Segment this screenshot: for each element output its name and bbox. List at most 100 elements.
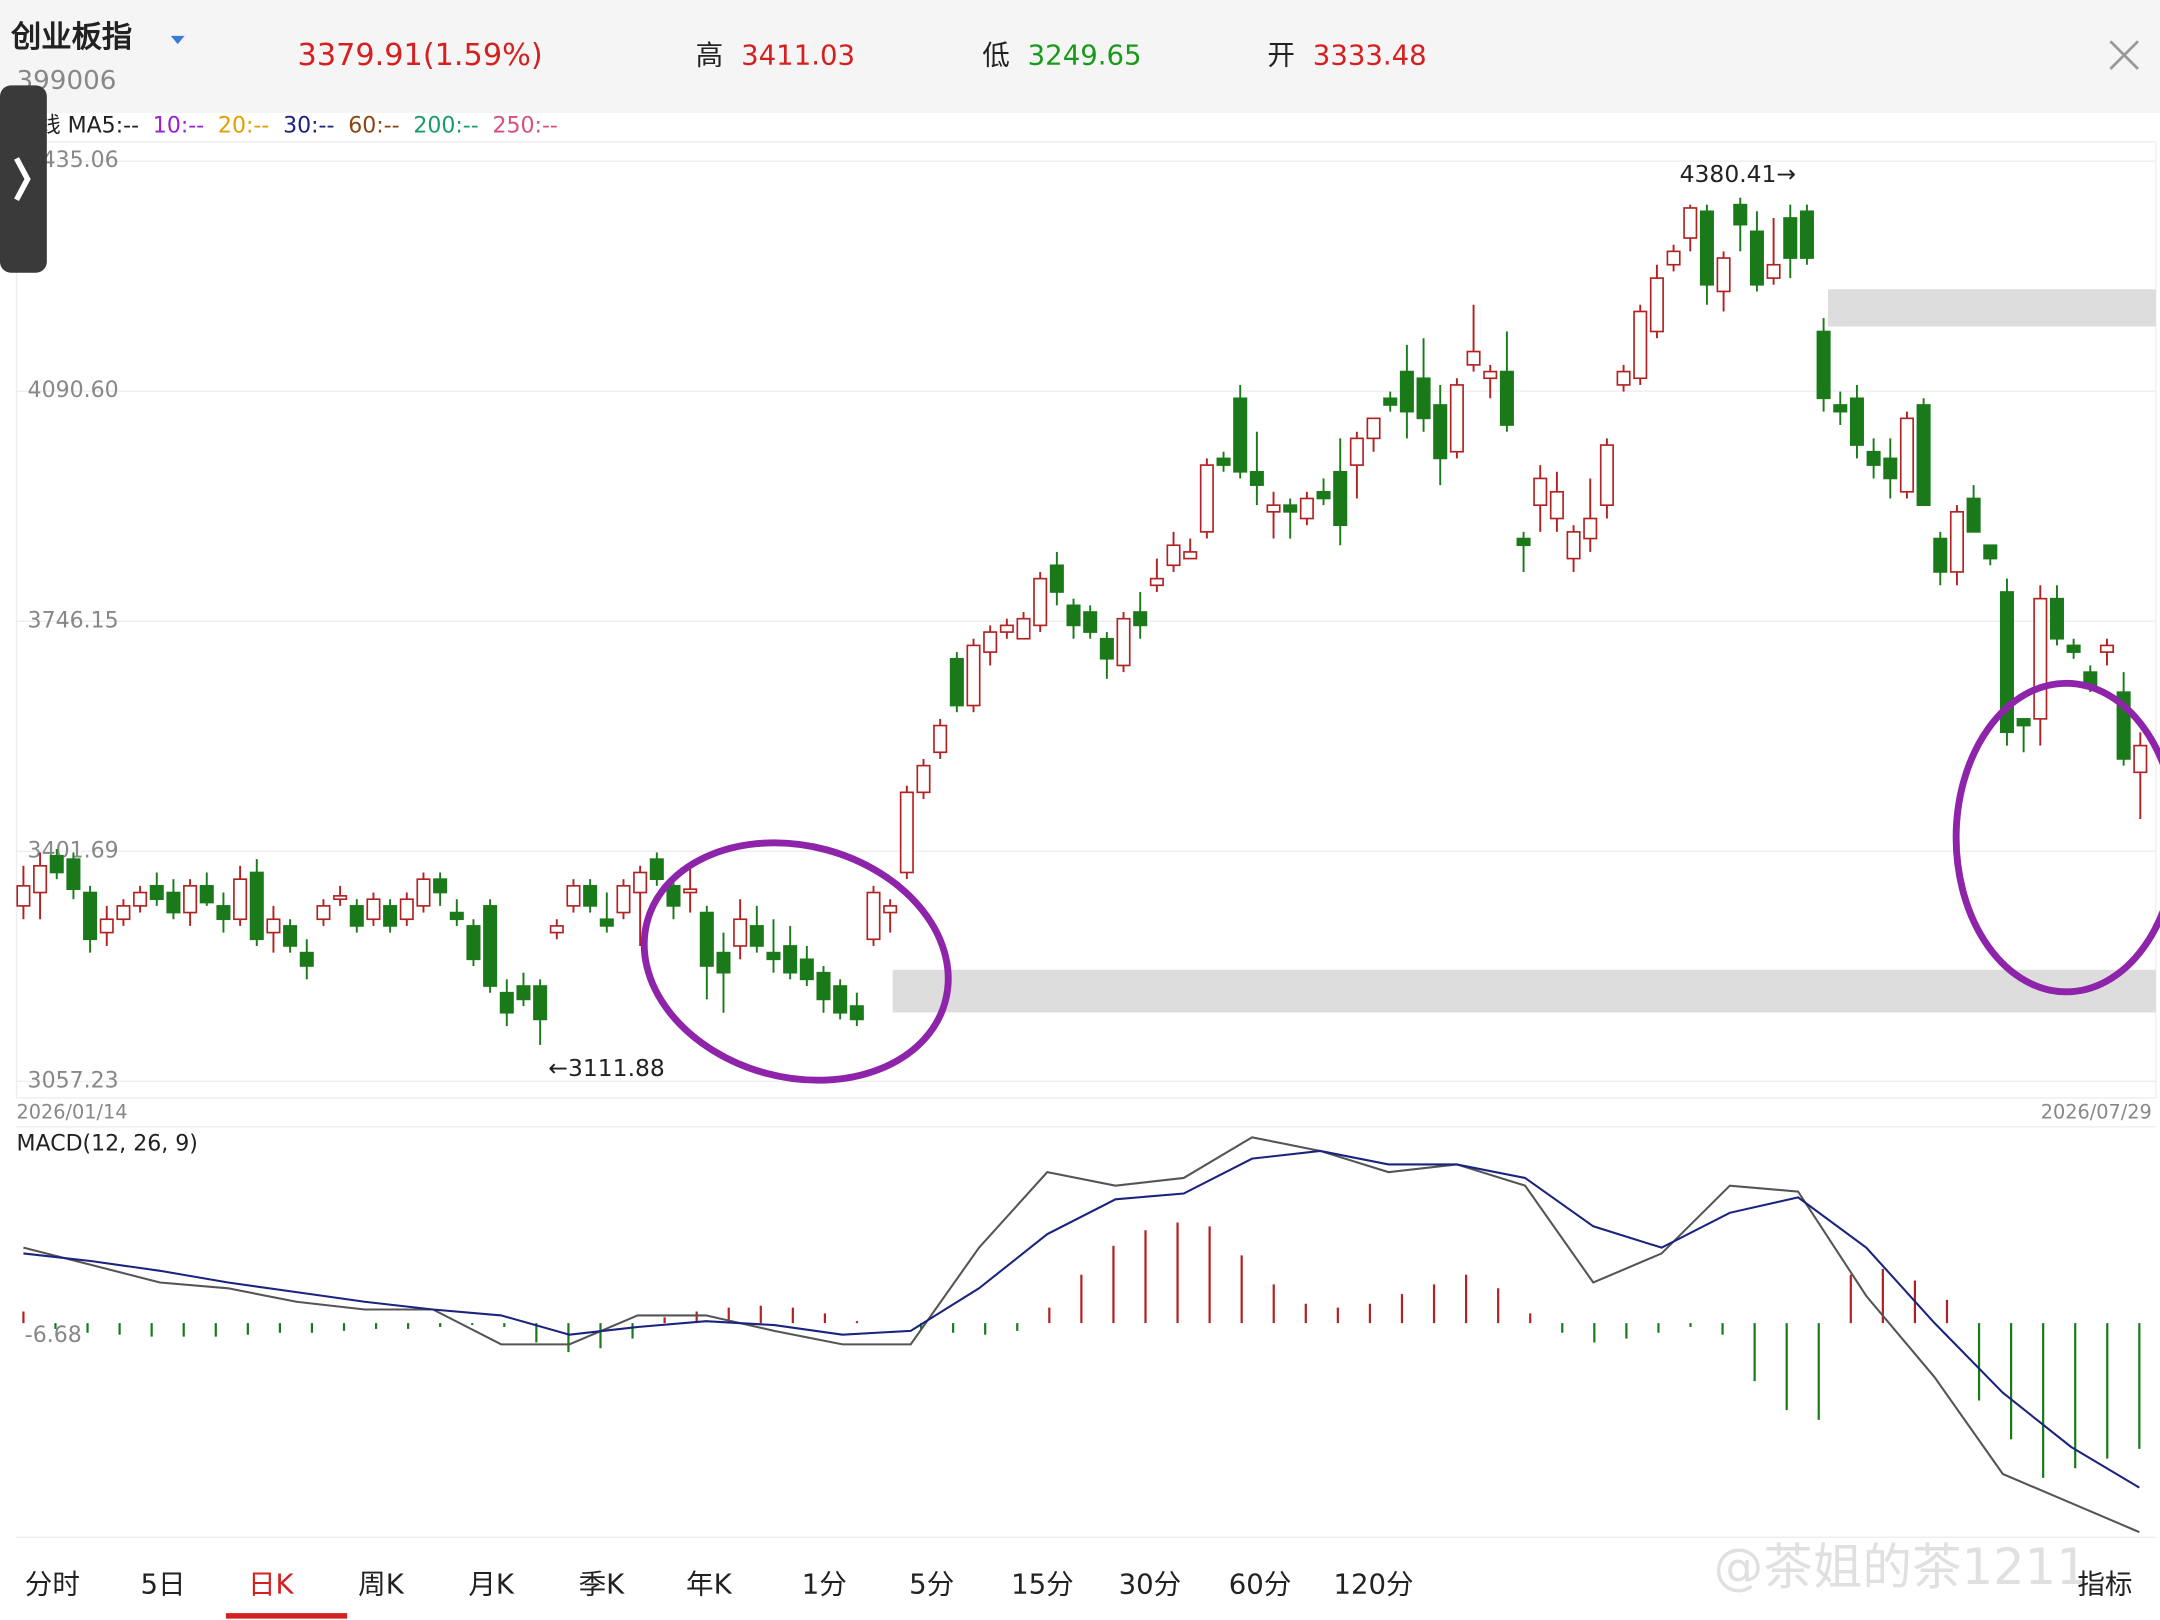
candle-body (1449, 384, 1464, 453)
candle-body (1716, 257, 1731, 293)
candle-body (1966, 497, 1981, 533)
candle-body (499, 991, 514, 1014)
candle-body (1933, 537, 1948, 573)
candle-body (483, 905, 498, 987)
candle-body (999, 624, 1014, 633)
candle-body (1566, 531, 1581, 560)
y-tick-label: -6.68 (25, 1323, 82, 1348)
candle-body (933, 724, 948, 754)
candle-body (1316, 490, 1331, 500)
tab[interactable]: 分时 (25, 1569, 80, 1601)
candle-body (1549, 490, 1564, 520)
candle-body (949, 657, 964, 707)
candle-body (166, 891, 181, 914)
macd-line (23, 1136, 2140, 1534)
side-toggle[interactable] (0, 85, 47, 273)
candles (16, 197, 2148, 1045)
candle-body (1333, 470, 1348, 527)
open: 3333.48 (1313, 39, 1427, 71)
candle-body (1016, 617, 1031, 640)
tab[interactable]: 120分 (1333, 1569, 1413, 1601)
candle-body (1266, 504, 1281, 513)
candle-body (2049, 597, 2064, 640)
price: 3379.91(1.59%) (298, 38, 543, 73)
candle-body (1149, 577, 1164, 587)
tab[interactable]: 5分 (909, 1569, 954, 1601)
candle-body (1799, 210, 1814, 259)
candle-body (533, 985, 548, 1021)
candle-body (1049, 564, 1064, 593)
candle-body (1166, 544, 1181, 567)
candle-body (1199, 464, 1214, 533)
tab-bar: 分时 5日 日K 周K 月K 季K 年K 1分 5分 15分 30分 60分 120分 指标 (25, 1569, 2132, 1619)
candle-body (816, 971, 831, 1001)
index-name[interactable]: 创业板指 (10, 20, 132, 55)
candle-body (2033, 597, 2048, 720)
candle-body (1383, 397, 1398, 406)
candle-body (416, 878, 431, 907)
candle-body (1033, 577, 1048, 627)
watermark: @茶姐的茶1211 (1714, 1538, 2088, 1596)
candle-body (1083, 611, 1098, 633)
candle-body (383, 905, 398, 927)
candle-body (1466, 350, 1481, 366)
candle-body (583, 885, 598, 907)
candle-body (299, 951, 314, 967)
candle-body (1349, 437, 1364, 466)
candle-body (883, 905, 898, 914)
date-start: 2026/01/14 (17, 1101, 128, 1124)
circle-annotation (1952, 679, 2160, 996)
ma-legend: 200:-- (413, 114, 478, 139)
tab[interactable]: 月K (468, 1569, 515, 1601)
candle-body (399, 898, 414, 921)
candle-body (1099, 637, 1114, 660)
candle-body (1616, 370, 1631, 386)
kline-panel: 线 MA5:-- 10:-- 20:-- 30:-- 60:-- 200:-- 250:--… (15, 114, 2157, 1124)
candle-body (33, 864, 48, 894)
candle-body (633, 871, 648, 894)
candle-body (1783, 217, 1798, 259)
extreme-label: 4380.41→ (1680, 160, 1796, 188)
candle-body (1899, 417, 1914, 493)
dropdown-arrow[interactable] (170, 35, 185, 45)
close-button[interactable] (2109, 40, 2139, 70)
ma-legend: 线 MA5:-- (39, 114, 139, 139)
tab[interactable]: 日K (248, 1569, 295, 1601)
open-label: 开 (1267, 39, 1295, 71)
tab[interactable]: 15分 (1011, 1569, 1074, 1601)
y-tick-label: 3746.15 (28, 608, 119, 633)
candle-body (966, 644, 981, 707)
candle-body (1866, 450, 1881, 466)
candle-body (1366, 417, 1381, 440)
candle-body (1399, 370, 1414, 413)
tab[interactable]: 年K (686, 1569, 733, 1601)
candle-body (983, 631, 998, 653)
tab[interactable]: 5日 (141, 1569, 186, 1601)
candle-body (1416, 377, 1431, 420)
tab[interactable]: 60分 (1229, 1569, 1292, 1601)
candle-body (1683, 207, 1698, 239)
candle-body (1949, 511, 1964, 573)
candle-body (1299, 497, 1314, 520)
candle-body (216, 905, 231, 921)
candle-body (1066, 604, 1081, 627)
low: 3249.65 (1028, 39, 1142, 71)
candle-body (1133, 611, 1148, 627)
tab[interactable]: 30分 (1119, 1569, 1182, 1601)
candle-body (333, 895, 348, 901)
candle-body (1533, 477, 1548, 506)
indicator-tab[interactable]: 指标 (2077, 1569, 2132, 1601)
header-bg (0, 0, 2160, 113)
candle-body (1766, 263, 1781, 279)
tab[interactable]: 1分 (802, 1569, 847, 1601)
tab[interactable]: 季K (579, 1569, 626, 1601)
candle-body (149, 885, 164, 901)
ma-legend: 20:-- (218, 114, 269, 139)
macd-title: MACD(12, 26, 9) (17, 1132, 198, 1157)
candle-body (266, 918, 281, 934)
candle-body (1749, 230, 1764, 286)
tab[interactable]: 周K (358, 1569, 405, 1601)
candle-body (866, 891, 881, 941)
candle-body (1499, 370, 1514, 426)
candle-body (749, 925, 764, 947)
